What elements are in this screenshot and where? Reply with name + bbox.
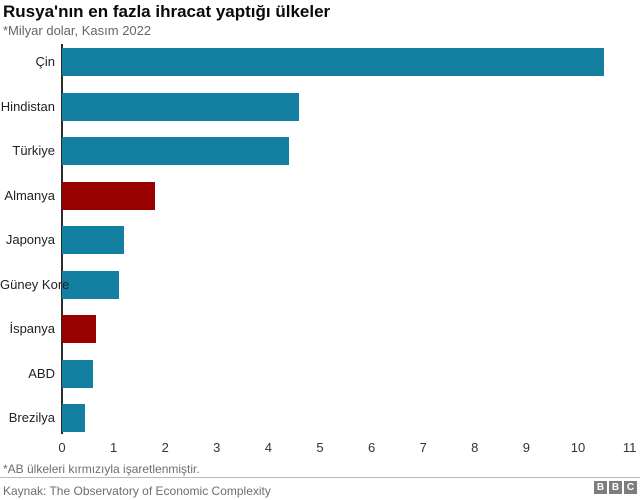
bar-japonya — [62, 226, 124, 254]
bbc-logo-block: B — [594, 481, 607, 494]
x-tick-label: 0 — [58, 440, 66, 455]
chart-footnote: *AB ülkeleri kırmızıyla işaretlenmiştir. — [3, 462, 200, 476]
bar-güney-kore — [62, 271, 119, 299]
x-tick-label: 10 — [570, 440, 586, 455]
category-label: Hindistan — [0, 99, 55, 114]
x-tick-label: 5 — [316, 440, 324, 455]
bar-abd — [62, 360, 93, 388]
bar-çin — [62, 48, 604, 76]
chart-title: Rusya'nın en fazla ihracat yaptığı ülkel… — [3, 2, 331, 21]
x-tick-label: 7 — [419, 440, 427, 455]
x-tick-label: 11 — [622, 440, 637, 455]
bar-türkiye — [62, 137, 289, 165]
x-tick-label: 1 — [109, 440, 118, 455]
x-tick-label: 8 — [471, 440, 479, 455]
bbc-logo-block: C — [624, 481, 637, 494]
bar-hindistan — [62, 93, 299, 121]
bbc-logo-block: B — [609, 481, 622, 494]
category-label: Çin — [35, 54, 55, 69]
category-label: İspanya — [9, 321, 55, 336]
category-label: Türkiye — [12, 143, 55, 158]
category-label: Güney Kore — [0, 277, 70, 292]
category-label: Japonya — [5, 232, 55, 247]
x-tick-label: 2 — [161, 440, 169, 455]
bar-brezilya — [62, 404, 85, 432]
bar-chart-plot-area: Çin Hindistan Türkiye Almanya Japonya Güney K… — [0, 44, 637, 455]
x-tick-label: 6 — [367, 440, 376, 455]
chart-subtitle: *Milyar dolar, Kasım 2022 — [3, 23, 152, 38]
x-tick-label: 4 — [264, 440, 273, 455]
footer-divider — [0, 477, 640, 478]
category-label: Brezilya — [8, 410, 55, 425]
x-tick-label: 3 — [213, 440, 221, 455]
category-label: Almanya — [4, 188, 55, 203]
category-label: ABD — [28, 366, 55, 381]
bar-i̇spanya — [62, 315, 96, 343]
bar-almanya — [62, 182, 155, 210]
x-tick-label: 9 — [522, 440, 531, 455]
source-credit: Kaynak: The Observatory of Economic Comp… — [3, 484, 271, 498]
